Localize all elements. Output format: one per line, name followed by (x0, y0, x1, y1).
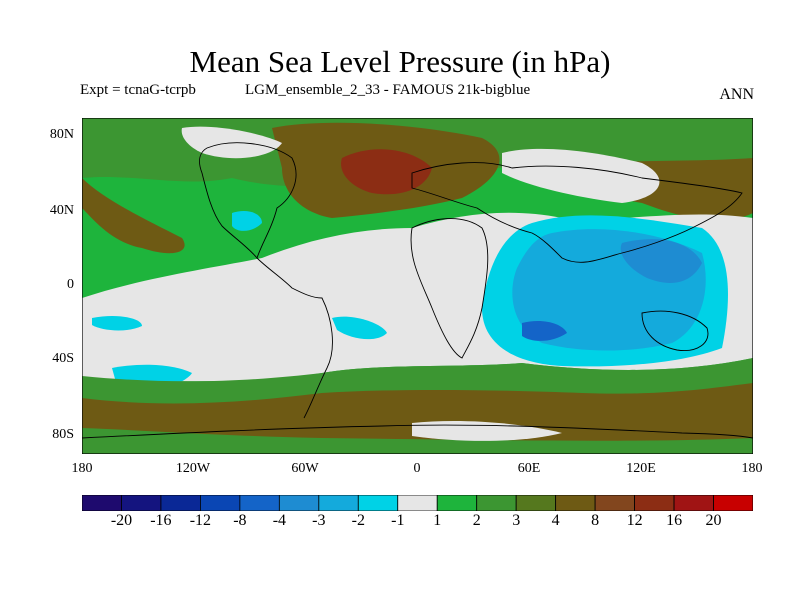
field-southern-high (82, 383, 753, 441)
lon-label-60w: 60W (291, 461, 319, 476)
colorbar-label: 20 (705, 512, 722, 529)
lon-label-60e: 60E (517, 461, 541, 476)
field-south-atlantic-light (332, 316, 387, 340)
colorbar-label: 2 (472, 512, 481, 529)
lat-label-80s: 80S (52, 427, 74, 442)
colorbar-swatch (357, 495, 399, 511)
colorbar-swatch (121, 495, 162, 511)
experiment-label: Expt = tcnaG-tcrpb (80, 82, 196, 98)
lat-label-40n: 40N (49, 203, 74, 218)
colorbar-label: -2 (351, 512, 365, 529)
run-label: LGM_ensemble_2_33 - FAMOUS 21k-bigblue (245, 82, 531, 98)
colorbar-label: -8 (233, 512, 247, 529)
colorbar-label: -12 (189, 512, 212, 529)
lon-label-180w: 180 (71, 461, 93, 476)
colorbar-swatch (82, 495, 122, 511)
pressure-map (82, 118, 753, 454)
colorbar-label: -4 (272, 512, 287, 529)
lat-label-eq: 0 (67, 277, 74, 292)
field-north-america-light (232, 211, 262, 231)
field-indian-ocean-core (522, 321, 567, 341)
colorbar-swatch (634, 495, 675, 511)
colorbar-swatch (318, 495, 359, 511)
colorbar-swatch (594, 495, 635, 511)
lat-label-40s: 40S (52, 351, 74, 366)
colorbar-swatch (200, 495, 241, 511)
lon-label-0: 0 (413, 461, 421, 476)
colorbar (82, 495, 753, 511)
colorbar-swatch (239, 495, 280, 511)
colorbar-swatch (673, 495, 714, 511)
colorbar-label: -20 (110, 512, 133, 529)
colorbar-swatch (278, 495, 320, 511)
colorbar-swatch (436, 495, 478, 511)
coastlines (82, 142, 753, 439)
colorbar-label: -1 (391, 512, 405, 529)
colorbar-swatch (555, 495, 596, 511)
lon-label-120w: 120W (175, 461, 211, 476)
colorbar-label: -3 (312, 512, 326, 529)
colorbar-swatch (160, 495, 201, 511)
colorbar-label: 4 (551, 512, 560, 529)
field-pacific-north-high (82, 178, 185, 254)
lat-label-80n: 80N (49, 127, 74, 142)
field-indian-ocean-strong (620, 239, 702, 283)
colorbar-label: 1 (433, 512, 442, 529)
lon-label-120e: 120E (626, 461, 656, 476)
page-title: Mean Sea Level Pressure (in hPa) (189, 44, 611, 79)
colorbar-label: 3 (512, 512, 521, 529)
field-atlantic-core-high (341, 149, 432, 195)
field-east-europe-neutral (502, 148, 660, 203)
colorbar-swatch (713, 495, 753, 511)
colorbar-label: 12 (626, 512, 643, 529)
field-east-pacific-light (92, 315, 142, 331)
lon-label-180e: 180 (741, 461, 763, 476)
colorbar-swatch (397, 495, 438, 511)
colorbar-swatch (515, 495, 557, 511)
colorbar-label: 8 (591, 512, 600, 529)
season-label: ANN (719, 86, 754, 103)
colorbar-label: 16 (666, 512, 683, 529)
colorbar-label: -16 (150, 512, 172, 529)
colorbar-swatch (476, 495, 517, 511)
